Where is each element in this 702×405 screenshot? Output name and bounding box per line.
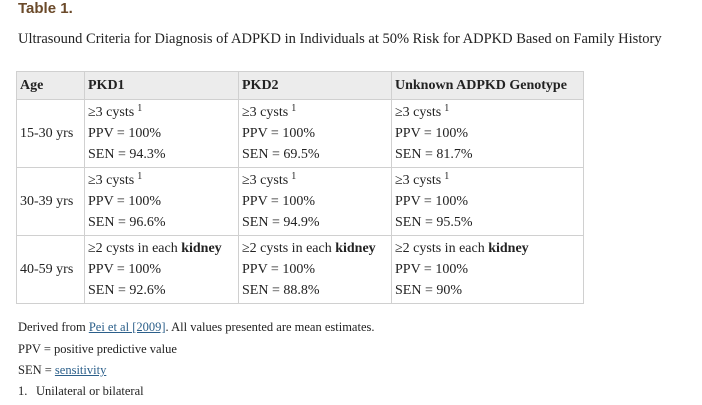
sen-text: SEN = 69.5% [242, 147, 320, 162]
pkd1-cell: ≥3 cysts 1 PPV = 100% SEN = 96.6% [84, 167, 239, 236]
criterion-line: ≥2 cysts in each kidney [242, 238, 389, 259]
ppv-text: PPV = 100% [88, 262, 161, 277]
criterion-bold: kidney [335, 241, 376, 256]
criterion-text: ≥2 cysts in each [88, 241, 182, 256]
ppv-text: PPV = 100% [395, 194, 468, 209]
sen-prefix: SEN = [18, 363, 55, 377]
unknown-genotype-cell: ≥3 cysts 1 PPV = 100% SEN = 81.7% [391, 99, 584, 168]
header-pkd1: PKD1 [84, 71, 239, 100]
unknown-genotype-cell: ≥2 cysts in each kidney PPV = 100% SEN =… [391, 235, 584, 304]
pkd1-cell: ≥3 cysts 1 PPV = 100% SEN = 94.3% [84, 99, 239, 168]
header-unknown-genotype: Unknown ADPKD Genotype [391, 71, 584, 100]
header-pkd2: PKD2 [238, 71, 392, 100]
ppv-text: PPV = 100% [242, 262, 315, 277]
ppv-text: PPV = 100% [395, 126, 468, 141]
footnote-marker: 1 [137, 103, 143, 114]
header-age: Age [16, 71, 85, 100]
criterion-line: ≥3 cysts 1 [88, 102, 236, 123]
pkd1-cell: ≥2 cysts in each kidney PPV = 100% SEN =… [84, 235, 239, 304]
criterion-line: ≥3 cysts 1 [88, 170, 236, 191]
ppv-text: PPV = 100% [242, 194, 315, 209]
criterion-text: ≥3 cysts [242, 105, 289, 120]
age-cell: 30-39 yrs [16, 167, 85, 236]
footnote-1: 1. Unilateral or bilateral [18, 384, 144, 399]
ppv-text: PPV = 100% [395, 262, 468, 277]
ppv-definition: PPV = positive predictive value [18, 342, 177, 356]
table-caption: Ultrasound Criteria for Diagnosis of ADP… [18, 31, 662, 47]
footnote-marker: 1 [137, 171, 143, 182]
sensitivity-link[interactable]: sensitivity [54, 363, 107, 377]
sen-text: SEN = 96.6% [88, 215, 166, 230]
sen-text: SEN = 88.8% [242, 283, 320, 298]
criterion-text: ≥3 cysts [242, 173, 289, 188]
pei-citation-link[interactable]: Pei et al [2009] [88, 320, 166, 334]
pkd2-cell: ≥2 cysts in each kidney PPV = 100% SEN =… [238, 235, 392, 304]
criterion-text: ≥2 cysts in each [395, 241, 489, 256]
derived-suffix: . All values presented are mean estimate… [165, 320, 375, 334]
sen-text: SEN = 90% [395, 283, 463, 298]
table-row: 40-59 yrs ≥2 cysts in each kidney PPV = … [16, 235, 584, 304]
sen-text: SEN = 81.7% [395, 147, 473, 162]
sen-text: SEN = 95.5% [395, 215, 473, 230]
footnote-text: Unilateral or bilateral [36, 384, 144, 398]
footnote-marker: 1 [291, 171, 297, 182]
footnote-marker: 1 [444, 103, 450, 114]
table-row: 15-30 yrs ≥3 cysts 1 PPV = 100% SEN = 94.… [16, 99, 584, 168]
criterion-text: ≥3 cysts [395, 105, 442, 120]
footnote-number: 1. [18, 384, 28, 398]
criterion-text: ≥3 cysts [395, 173, 442, 188]
footnote-marker: 1 [291, 103, 297, 114]
criterion-line: ≥3 cysts 1 [242, 102, 389, 123]
sen-text: SEN = 92.6% [88, 283, 166, 298]
sen-definition: SEN = sensitivity [18, 363, 106, 378]
footnote-marker: 1 [444, 171, 450, 182]
pkd2-cell: ≥3 cysts 1 PPV = 100% SEN = 94.9% [238, 167, 392, 236]
table-label: Table 1. [18, 0, 73, 17]
unknown-genotype-cell: ≥3 cysts 1 PPV = 100% SEN = 95.5% [391, 167, 584, 236]
header-row: Age PKD1 PKD2 Unknown ADPKD Genotype [16, 71, 584, 100]
table-row: 30-39 yrs ≥3 cysts 1 PPV = 100% SEN = 96.… [16, 167, 584, 236]
criterion-bold: kidney [181, 241, 222, 256]
criterion-line: ≥3 cysts 1 [395, 102, 581, 123]
criterion-line: ≥3 cysts 1 [395, 170, 581, 191]
pkd2-cell: ≥3 cysts 1 PPV = 100% SEN = 69.5% [238, 99, 392, 168]
criterion-text: ≥3 cysts [88, 105, 135, 120]
criterion-bold: kidney [488, 241, 529, 256]
derived-prefix: Derived from [18, 320, 89, 334]
criterion-line: ≥2 cysts in each kidney [88, 238, 236, 259]
criterion-text: ≥3 cysts [88, 173, 135, 188]
ppv-text: PPV = 100% [88, 194, 161, 209]
criterion-line: ≥3 cysts 1 [242, 170, 389, 191]
age-cell: 40-59 yrs [16, 235, 85, 304]
sen-text: SEN = 94.9% [242, 215, 320, 230]
age-cell: 15-30 yrs [16, 99, 85, 168]
sen-text: SEN = 94.3% [88, 147, 166, 162]
criterion-text: ≥2 cysts in each [242, 241, 336, 256]
ppv-text: PPV = 100% [88, 126, 161, 141]
ppv-text: PPV = 100% [242, 126, 315, 141]
derived-from-note: Derived from Pei et al [2009]. All value… [18, 320, 375, 335]
criteria-table: Age PKD1 PKD2 Unknown ADPKD Genotype 15-… [16, 71, 584, 304]
criterion-line: ≥2 cysts in each kidney [395, 238, 581, 259]
